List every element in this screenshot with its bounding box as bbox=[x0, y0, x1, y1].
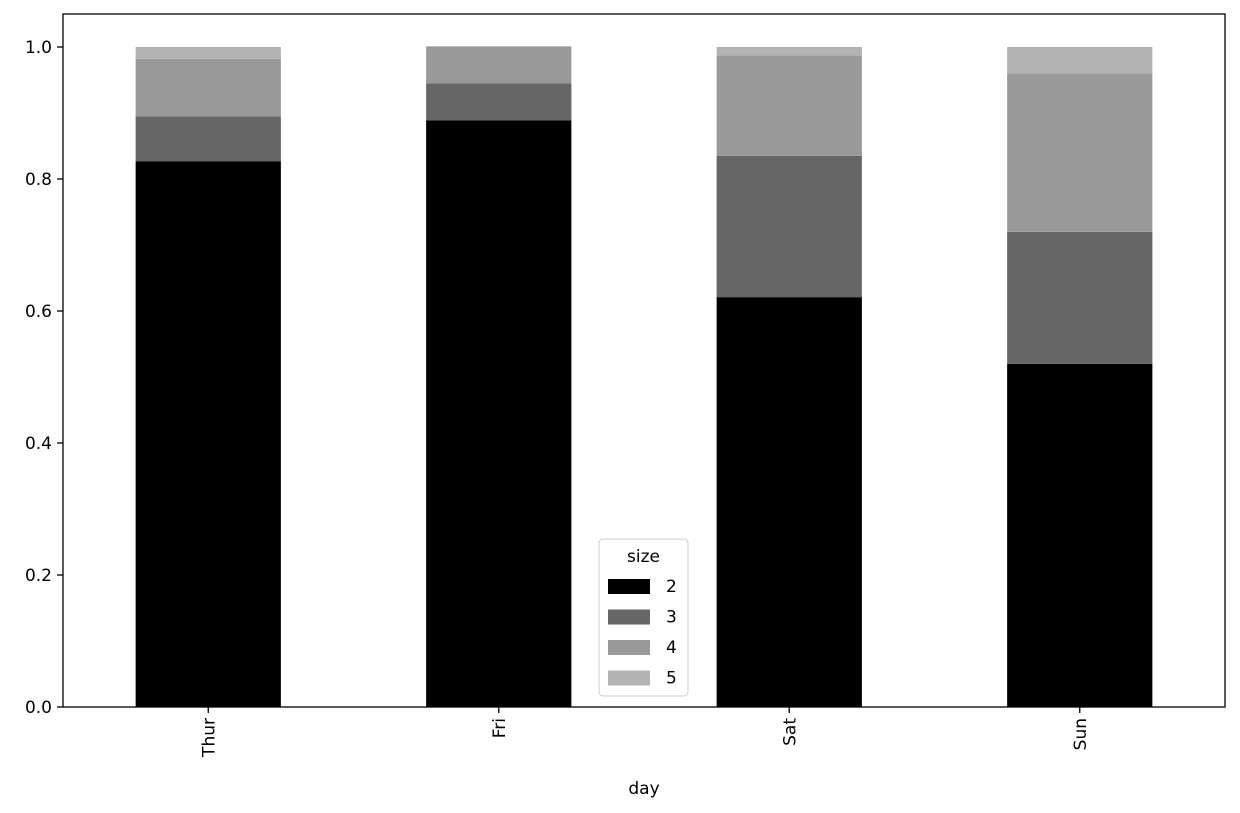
y-tick-label: 0.4 bbox=[25, 434, 52, 454]
bar-fri-size-4 bbox=[426, 46, 572, 84]
legend-label-size-3: 3 bbox=[666, 608, 677, 628]
legend-label-size-2: 2 bbox=[666, 577, 677, 597]
legend: size 2 3 4 5 bbox=[598, 538, 689, 697]
y-tick-label: 1.0 bbox=[25, 38, 52, 58]
bar-sun-size-4 bbox=[1007, 73, 1153, 232]
y-tick-label: 0.6 bbox=[25, 302, 52, 322]
x-tick-label: Sat bbox=[780, 718, 800, 746]
x-tick-label: Fri bbox=[490, 718, 510, 738]
legend-label-size-4: 4 bbox=[666, 638, 677, 658]
x-axis-label: day bbox=[628, 779, 659, 799]
legend-swatch-size-3 bbox=[608, 609, 650, 625]
legend-swatch-size-2 bbox=[608, 579, 650, 594]
bar-thur-size-5 bbox=[135, 47, 281, 59]
bar-sat-size-2 bbox=[716, 297, 862, 707]
bars-layer bbox=[135, 46, 1153, 707]
plot-frame bbox=[62, 13, 1226, 708]
y-axis: 0.0 0.2 0.4 0.6 0.8 1.0 bbox=[25, 38, 63, 718]
bar-sat-size-5 bbox=[716, 47, 862, 56]
bar-thur-size-4 bbox=[135, 58, 281, 117]
x-axis: Thur Fri Sat Sun bbox=[199, 707, 1091, 758]
y-tick-label: 0.8 bbox=[25, 170, 52, 190]
y-tick-label: 0.0 bbox=[25, 698, 52, 718]
y-tick-label: 0.2 bbox=[25, 566, 52, 586]
bar-thur-size-3 bbox=[135, 116, 281, 162]
legend-label-size-5: 5 bbox=[666, 669, 677, 689]
bar-fri-size-3 bbox=[426, 83, 572, 121]
bar-thur-size-2 bbox=[135, 161, 281, 707]
bar-sat-size-4 bbox=[716, 55, 862, 156]
bar-sun-size-5 bbox=[1007, 47, 1153, 74]
bar-sat-size-3 bbox=[716, 155, 862, 298]
x-tick-label: Thur bbox=[199, 718, 219, 758]
bar-sun-size-2 bbox=[1007, 363, 1153, 707]
x-tick-label: Sun bbox=[1071, 718, 1091, 750]
bar-sun-size-3 bbox=[1007, 231, 1153, 364]
bar-fri-size-2 bbox=[426, 120, 572, 707]
legend-swatch-size-4 bbox=[608, 640, 650, 655]
legend-swatch-size-5 bbox=[608, 670, 650, 686]
legend-title: size bbox=[627, 547, 660, 567]
